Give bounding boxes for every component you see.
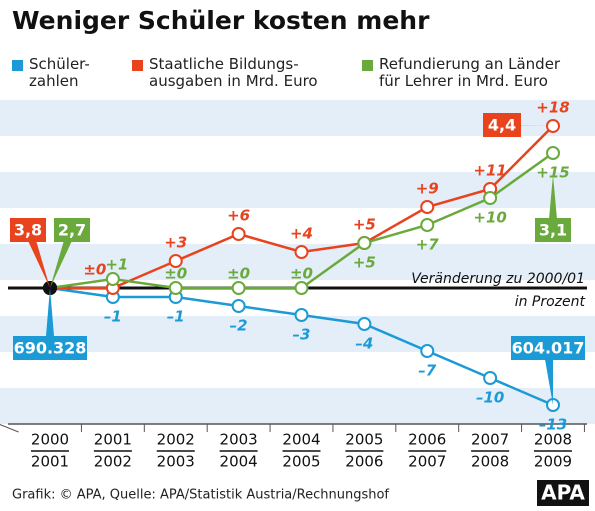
callout-tip <box>50 230 77 288</box>
value-label: +11 <box>473 162 506 180</box>
chart-title: Weniger Schüler kosten mehr <box>12 6 430 35</box>
legend-label: Staatliche Bildungs- ausgaben in Mrd. Eu… <box>149 55 318 90</box>
value-label: –7 <box>418 362 437 380</box>
value-label: –2 <box>230 317 248 335</box>
value-label: +18 <box>536 99 569 117</box>
source: Grafik: © APA, Quelle: APA/Statistik Aus… <box>12 488 389 503</box>
x-tick-label: 2003 <box>220 431 258 449</box>
value-label: +6 <box>227 207 250 225</box>
callout <box>54 218 90 242</box>
value-label: +3 <box>164 234 187 252</box>
point <box>357 317 372 331</box>
point <box>420 218 435 232</box>
value-label: +15 <box>536 164 569 182</box>
x-tick-label: 2004 <box>282 431 320 449</box>
value-label: –10 <box>476 389 504 407</box>
callout-label: 3,8 <box>14 221 42 240</box>
point <box>294 245 309 259</box>
callout-tip <box>45 288 55 348</box>
callout-tip <box>23 230 50 288</box>
value-label: ±0 <box>290 265 313 283</box>
legend-swatch <box>12 60 23 71</box>
callout <box>10 218 46 242</box>
x-tick-label: 2004 <box>220 453 258 471</box>
category-tick <box>0 424 19 433</box>
point <box>420 200 435 214</box>
point <box>231 227 246 241</box>
value-label: ±0 <box>83 261 106 279</box>
logo: APA <box>541 481 585 505</box>
callout-tip <box>548 175 558 230</box>
value-label: +4 <box>290 225 313 243</box>
point <box>546 146 560 160</box>
x-tick-label: 2001 <box>31 453 69 471</box>
point <box>357 236 372 250</box>
point <box>231 299 246 313</box>
point <box>483 191 498 205</box>
callout <box>511 336 585 360</box>
x-tick-label: 2009 <box>534 453 572 471</box>
legend-label: Refundierung an Länder für Lehrer in Mrd… <box>379 55 561 90</box>
point <box>105 272 120 286</box>
logo-bg <box>537 480 589 506</box>
value-label: –1 <box>104 308 122 326</box>
value-label: +1 <box>105 256 128 274</box>
value-label: +7 <box>416 236 440 254</box>
callout-label: 3,1 <box>539 221 567 240</box>
value-label: –3 <box>293 326 311 344</box>
point <box>231 281 246 295</box>
callout-label: 4,4 <box>488 116 516 135</box>
value-label: +5 <box>353 216 376 234</box>
value-label: ±0 <box>164 265 187 283</box>
callout-tip <box>543 348 553 405</box>
annotation: in Prozent <box>515 294 586 310</box>
stripe <box>0 388 595 424</box>
point <box>420 344 435 358</box>
x-tick-label: 2001 <box>94 431 132 449</box>
value-label: +5 <box>353 254 376 272</box>
x-tick-label: 2002 <box>94 453 132 471</box>
x-tick-label: 2007 <box>471 431 509 449</box>
legend-swatch <box>132 60 143 71</box>
point <box>483 371 498 385</box>
x-tick-label: 2003 <box>157 453 195 471</box>
value-label: +10 <box>473 209 506 227</box>
callout-label: 2,7 <box>58 221 86 240</box>
value-label: –4 <box>355 335 373 353</box>
point <box>168 254 183 268</box>
x-tick-label: 2008 <box>471 453 509 471</box>
x-tick-label: 2005 <box>282 453 320 471</box>
legend-swatch <box>362 60 373 71</box>
x-tick-label: 2002 <box>157 431 195 449</box>
value-label: –1 <box>167 308 185 326</box>
x-tick-label: 2006 <box>408 431 446 449</box>
point <box>168 281 183 295</box>
annotation: Veränderung zu 2000/01 <box>411 271 585 287</box>
callout-label: 690.328 <box>14 339 87 358</box>
x-tick-label: 2000 <box>31 431 69 449</box>
x-tick-label: 2005 <box>345 431 383 449</box>
value-label: ±0 <box>227 265 250 283</box>
point <box>294 308 309 322</box>
value-label: –13 <box>539 416 567 434</box>
callout <box>535 218 571 242</box>
callout <box>13 336 87 360</box>
x-tick-label: 2007 <box>408 453 446 471</box>
x-tick-label: 2008 <box>534 431 572 449</box>
legend-label: Schüler- zahlen <box>29 55 90 90</box>
x-tick-label: 2006 <box>345 453 383 471</box>
stripe <box>0 316 595 352</box>
value-label: +9 <box>416 180 439 198</box>
callout-label: 604.017 <box>512 339 585 358</box>
point <box>294 281 309 295</box>
callout <box>483 113 521 137</box>
